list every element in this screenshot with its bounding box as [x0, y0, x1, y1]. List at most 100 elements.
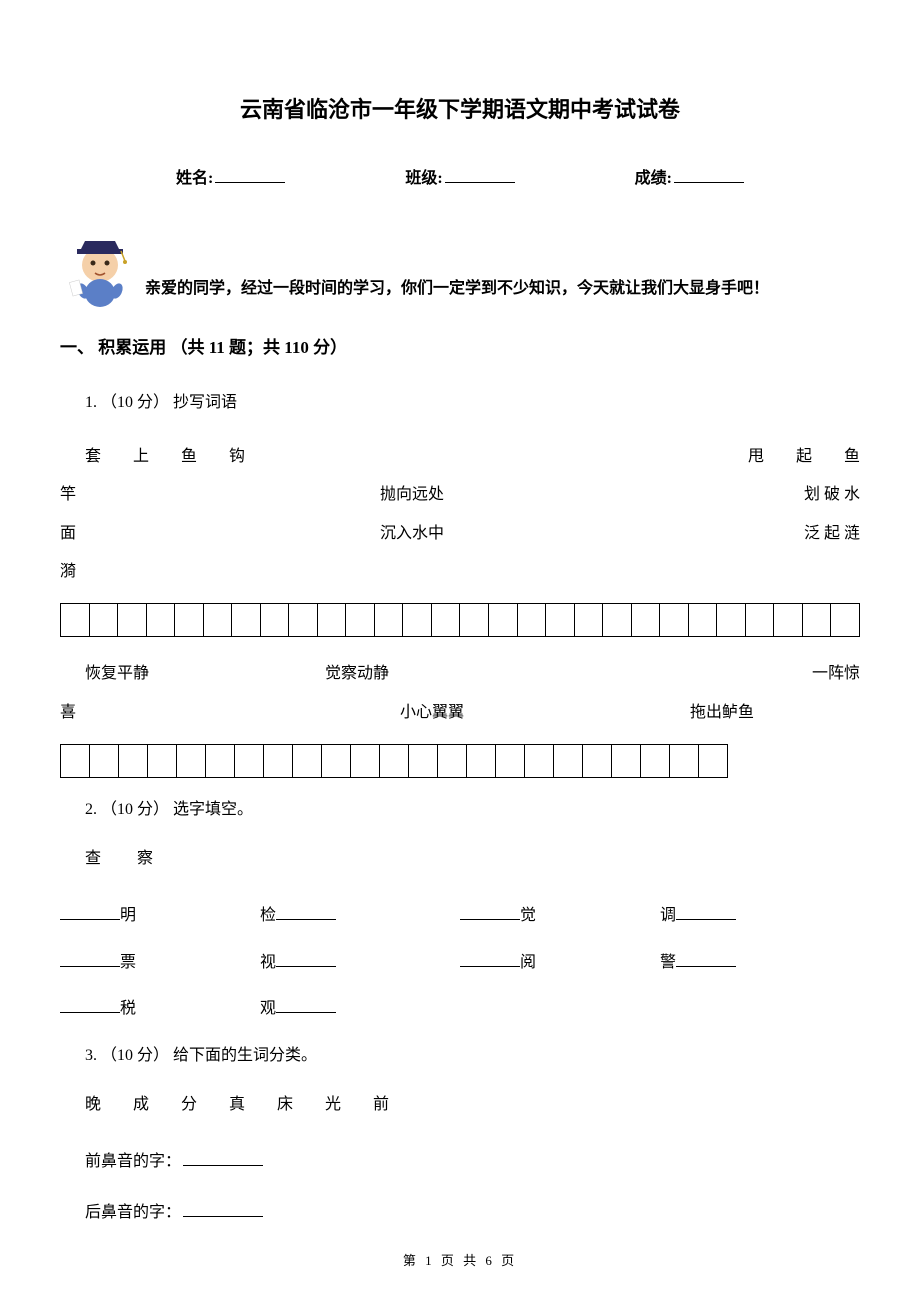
score-underline: [674, 165, 744, 183]
q1-words-a: 套 上 鱼 钩: [85, 438, 245, 476]
writing-box: [553, 744, 583, 778]
score-field: 成绩:: [635, 165, 744, 194]
writing-box: [205, 744, 235, 778]
writing-box: [374, 603, 404, 637]
q1-l2-mid: 抛向远处: [100, 476, 804, 514]
writing-box: [631, 603, 661, 637]
writing-box: [317, 603, 347, 637]
writing-box: [459, 603, 489, 637]
writing-box: [203, 603, 233, 637]
writing-box: [263, 744, 293, 778]
writing-box: [231, 603, 261, 637]
name-field: 姓名:: [176, 165, 285, 194]
writing-box: [176, 744, 206, 778]
student-info-row: 姓名: 班级: 成绩:: [60, 165, 860, 194]
q2-r2-1: 票: [60, 949, 260, 978]
writing-box: [89, 603, 119, 637]
q3-label: 3. （10 分） 给下面的生词分类。: [85, 1042, 860, 1071]
q3-chars: 晚 成 分 真 床 光 前: [85, 1091, 860, 1120]
writing-box: [582, 744, 612, 778]
q2-r2-4: 警: [660, 949, 860, 978]
q1-p2b: 觉察动静: [325, 655, 812, 693]
writing-box: [773, 603, 803, 637]
q1-p3b: 小心翼翼: [400, 694, 690, 732]
writing-box: [60, 744, 90, 778]
q1-l2-right: 划 破 水: [804, 476, 860, 514]
q2-r2-2: 视: [260, 949, 460, 978]
writing-box: [60, 603, 90, 637]
question-1: 1. （10 分） 抄写词语: [85, 389, 860, 418]
q1-p2a: 恢复平静: [85, 655, 325, 693]
question-2: 2. （10 分） 选字填空。: [85, 796, 860, 825]
writing-box: [260, 603, 290, 637]
q3-back-nasal: 后鼻音的字：: [85, 1199, 860, 1228]
q3-front-nasal: 前鼻音的字：: [85, 1148, 860, 1177]
writing-box: [174, 603, 204, 637]
q1-l3-right: 泛 起 涟: [804, 515, 860, 553]
score-label: 成绩:: [635, 165, 672, 194]
greeting-row: 亲爱的同学，经过一段时间的学习，你们一定学到不少知识，今天就让我们大显身手吧！: [65, 233, 860, 308]
q1-words-b: 甩 起 鱼: [748, 438, 860, 476]
q2-label: 2. （10 分） 选字填空。: [85, 796, 860, 825]
writing-box: [574, 603, 604, 637]
q1-boxes-2: [60, 744, 860, 778]
writing-box: [431, 603, 461, 637]
writing-box: [545, 603, 575, 637]
class-label: 班级:: [405, 165, 442, 194]
q1-p3a: 喜: [60, 694, 400, 732]
q1-boxes-1: [60, 603, 860, 637]
writing-box: [89, 744, 119, 778]
q2-r1-3: 觉: [460, 902, 660, 931]
writing-box: [640, 744, 670, 778]
page-footer: 第 1 页 共 6 页: [60, 1249, 860, 1272]
writing-box: [659, 603, 689, 637]
q1-l4-left: 漪: [60, 563, 76, 580]
q2-r3-2: 观: [260, 995, 460, 1024]
writing-box: [321, 744, 351, 778]
writing-box: [147, 744, 177, 778]
writing-box: [234, 744, 264, 778]
q2-r1-4: 调: [660, 902, 860, 931]
writing-box: [288, 603, 318, 637]
name-label: 姓名:: [176, 165, 213, 194]
writing-box: [488, 603, 518, 637]
q1-l2-left: 竿: [60, 476, 100, 514]
writing-box: [802, 603, 832, 637]
writing-box: [408, 744, 438, 778]
q1-phrases-block-2: 恢复平静 觉察动静 一阵惊 喜 小心翼翼 拖出鲈鱼: [60, 655, 860, 732]
q2-options: 查察: [85, 845, 860, 874]
writing-box: [524, 744, 554, 778]
writing-box: [495, 744, 525, 778]
writing-box: [402, 603, 432, 637]
writing-box: [698, 744, 728, 778]
q1-p3c: 拖出鲈鱼: [690, 694, 754, 732]
section-1-header: 一、 积累运用 （共 11 题；共 110 分）: [60, 333, 860, 364]
writing-box: [517, 603, 547, 637]
writing-box: [830, 603, 860, 637]
q1-l3-left: 面: [60, 515, 100, 553]
writing-box: [611, 744, 641, 778]
writing-box: [345, 603, 375, 637]
q1-p2c: 一阵惊: [812, 655, 860, 693]
exam-title: 云南省临沧市一年级下学期语文期中考试试卷: [60, 90, 860, 130]
q2-fill-rows: 明 检 觉 调 票 视 阅 警 税 观: [60, 902, 860, 1024]
greeting-text: 亲爱的同学，经过一段时间的学习，你们一定学到不少知识，今天就让我们大显身手吧！: [145, 275, 769, 309]
writing-box: [669, 744, 699, 778]
writing-box: [745, 603, 775, 637]
q1-phrases-block-1: 套 上 鱼 钩 甩 起 鱼 竿 抛向远处 划 破 水 面 沉入水中 泛 起 涟 …: [60, 438, 860, 592]
writing-box: [146, 603, 176, 637]
writing-box: [350, 744, 380, 778]
q2-r1-2: 检: [260, 902, 460, 931]
writing-box: [379, 744, 409, 778]
question-3: 3. （10 分） 给下面的生词分类。: [85, 1042, 860, 1071]
q2-r2-3: 阅: [460, 949, 660, 978]
q2-r3-1: 税: [60, 995, 260, 1024]
q1-l3-mid: 沉入水中: [100, 515, 804, 553]
writing-box: [117, 603, 147, 637]
class-field: 班级:: [405, 165, 514, 194]
q1-label: 1. （10 分） 抄写词语: [85, 389, 860, 418]
writing-box: [118, 744, 148, 778]
q2-r1-1: 明: [60, 902, 260, 931]
writing-box: [437, 744, 467, 778]
name-underline: [215, 165, 285, 183]
